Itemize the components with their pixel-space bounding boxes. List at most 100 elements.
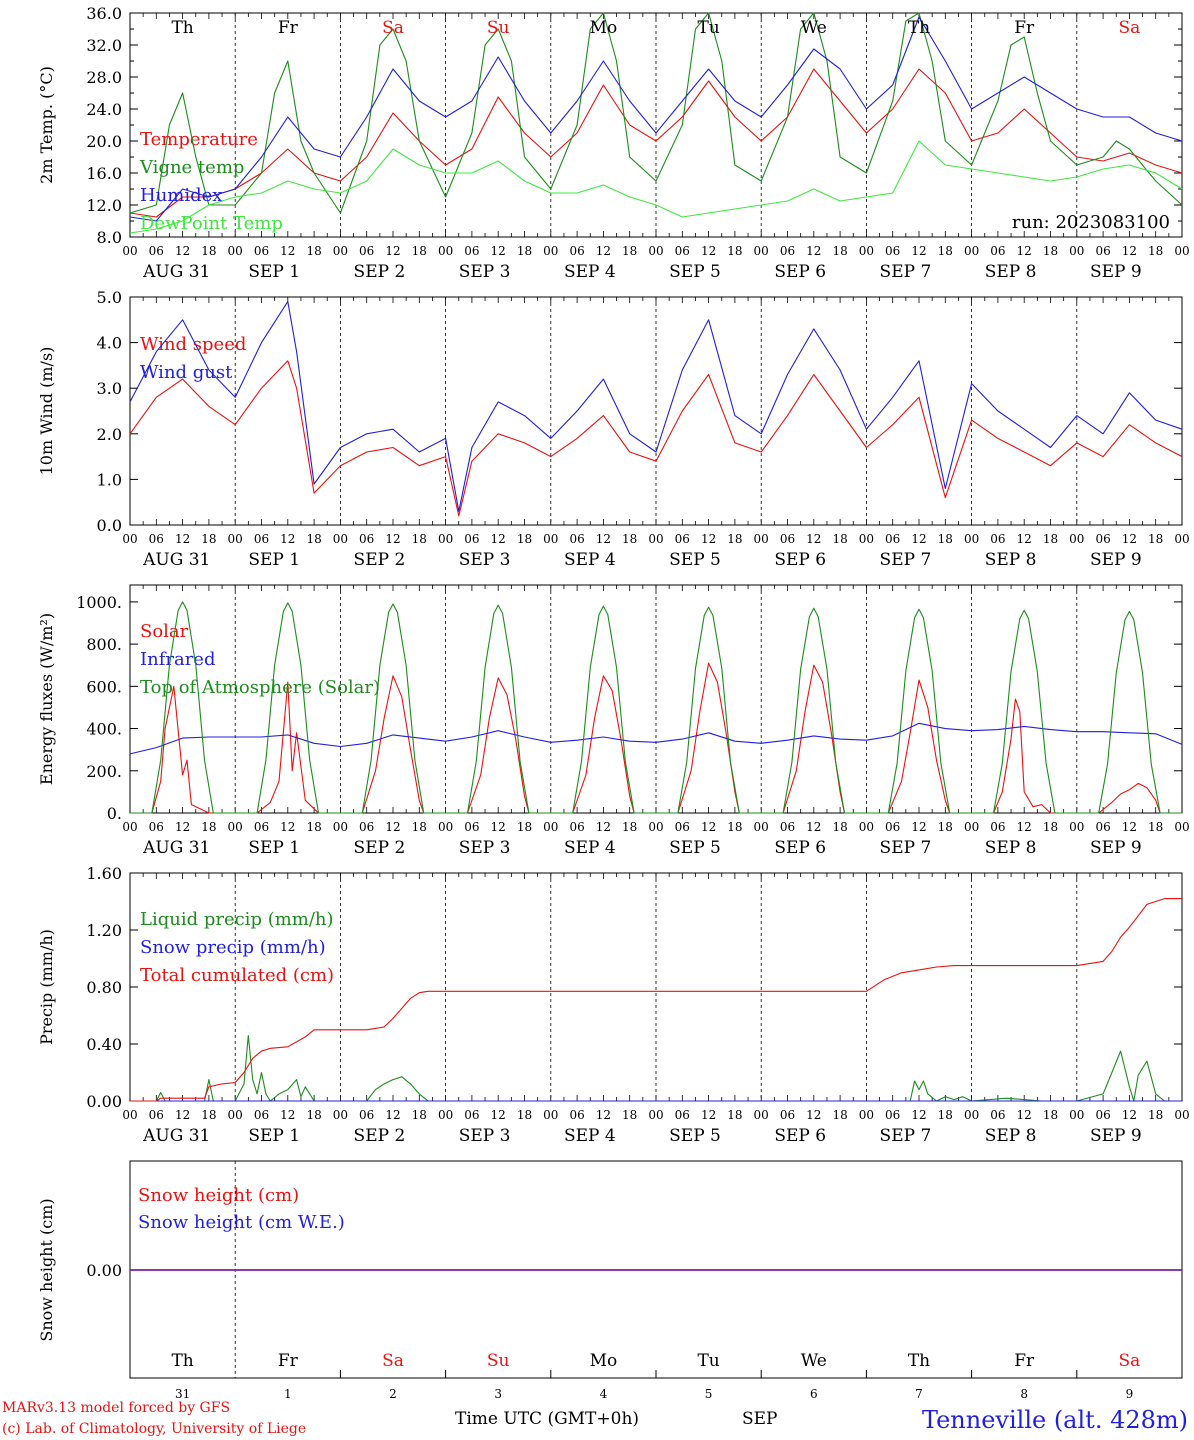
y-tick-label: 36.0 [86, 4, 122, 23]
y-tick-label: 5.0 [97, 288, 122, 307]
hour-label: 00 [1069, 1108, 1084, 1122]
hour-label: 00 [543, 820, 558, 834]
y-tick-label: 1000. [76, 593, 122, 612]
date-label: SEP 6 [774, 838, 826, 858]
day-name: Fr [1014, 1351, 1035, 1371]
hour-label: 00 [859, 532, 874, 546]
hour-label: 06 [149, 820, 164, 834]
date-label: SEP 3 [459, 1126, 511, 1146]
day-name: Fr [278, 18, 299, 38]
hour-label: 12 [1122, 820, 1137, 834]
hour-label: 06 [780, 532, 795, 546]
hour-label: 06 [675, 820, 690, 834]
day-number: 9 [1126, 1387, 1134, 1401]
hour-label: 00 [438, 532, 453, 546]
run-annotation: run: 2023083100 [1012, 212, 1170, 233]
y-tick-label: 32.0 [86, 36, 122, 55]
legend-entry: DewPoint Temp [140, 213, 283, 234]
date-label: SEP 8 [985, 550, 1037, 570]
hour-label: 00 [648, 532, 663, 546]
hour-label: 12 [596, 820, 611, 834]
hour-label: 06 [359, 244, 374, 258]
date-label: SEP 3 [459, 550, 511, 570]
hour-label: 00 [543, 1108, 558, 1122]
day-name: Sa [1119, 1351, 1141, 1371]
hour-label: 12 [385, 1108, 400, 1122]
hour-label: 12 [1017, 532, 1032, 546]
date-label: SEP 5 [669, 550, 721, 570]
day-name: We [801, 1351, 827, 1371]
y-tick-label: 400. [86, 720, 122, 739]
hour-label: 18 [832, 532, 847, 546]
hour-label: 18 [832, 820, 847, 834]
hour-label: 18 [938, 1108, 953, 1122]
hour-label: 12 [491, 244, 506, 258]
hour-label: 18 [1043, 532, 1058, 546]
series-line-2 [129, 722, 1183, 755]
y-axis-title: Snow height (cm) [37, 1198, 56, 1341]
legend-entry: Humidex [140, 185, 222, 206]
hour-label: 18 [1148, 820, 1163, 834]
date-label: SEP 2 [354, 838, 406, 858]
hour-label: 12 [385, 532, 400, 546]
date-label: SEP 5 [669, 1126, 721, 1146]
hour-label: 06 [359, 820, 374, 834]
hour-label: 00 [438, 1108, 453, 1122]
hour-label: 00 [122, 820, 137, 834]
hour-label: 18 [727, 532, 742, 546]
day-name: Fr [278, 1351, 299, 1371]
hour-label: 00 [754, 1108, 769, 1122]
hour-label: 12 [175, 532, 190, 546]
day-name: Su [487, 18, 510, 38]
hour-label: 18 [1148, 532, 1163, 546]
date-label: SEP 8 [985, 838, 1037, 858]
hour-label: 12 [280, 244, 295, 258]
y-tick-label: 0.00 [86, 1092, 122, 1111]
hour-label: 18 [727, 1108, 742, 1122]
hour-label: 00 [543, 244, 558, 258]
date-label: AUG 31 [142, 550, 210, 570]
hour-label: 18 [201, 820, 216, 834]
date-label: SEP 4 [564, 838, 616, 858]
hour-label: 12 [1122, 532, 1137, 546]
date-label: SEP 8 [985, 1126, 1037, 1146]
hour-label: 06 [990, 820, 1005, 834]
hour-label: 00 [859, 820, 874, 834]
hour-label: 12 [806, 1108, 821, 1122]
hour-label: 00 [754, 532, 769, 546]
date-label: SEP 2 [354, 550, 406, 570]
hour-label: 06 [359, 532, 374, 546]
hour-label: 12 [911, 1108, 926, 1122]
hour-label: 00 [333, 532, 348, 546]
hour-label: 00 [1174, 1108, 1189, 1122]
date-label: SEP 7 [880, 550, 932, 570]
hour-label: 06 [990, 532, 1005, 546]
date-label: SEP 9 [1090, 1126, 1142, 1146]
day-name: Fr [1014, 18, 1035, 38]
hour-label: 00 [333, 820, 348, 834]
footer: MARv3.13 model forced by GFS (c) Lab. of… [2, 1400, 1188, 1437]
hour-label: 06 [254, 532, 269, 546]
hour-label: 00 [1174, 244, 1189, 258]
y-tick-label: 0.00 [86, 1261, 122, 1280]
hour-label: 00 [333, 1108, 348, 1122]
hour-label: 18 [517, 820, 532, 834]
hour-label: 12 [911, 244, 926, 258]
hour-label: 12 [701, 532, 716, 546]
y-axis-title: Energy fluxes (W/m²) [37, 613, 56, 785]
hour-label: 18 [517, 244, 532, 258]
hour-label: 06 [569, 532, 584, 546]
hour-label: 06 [885, 820, 900, 834]
day-name: Sa [1119, 18, 1141, 38]
date-label: SEP 3 [459, 838, 511, 858]
date-label: AUG 31 [142, 838, 210, 858]
hour-label: 12 [596, 244, 611, 258]
hour-label: 06 [990, 1108, 1005, 1122]
hour-label: 18 [622, 820, 637, 834]
y-tick-label: 3.0 [97, 379, 122, 398]
hour-label: 00 [438, 244, 453, 258]
hour-label: 00 [648, 244, 663, 258]
hour-label: 00 [333, 244, 348, 258]
date-label: SEP 2 [354, 1126, 406, 1146]
hour-label: 00 [122, 532, 137, 546]
